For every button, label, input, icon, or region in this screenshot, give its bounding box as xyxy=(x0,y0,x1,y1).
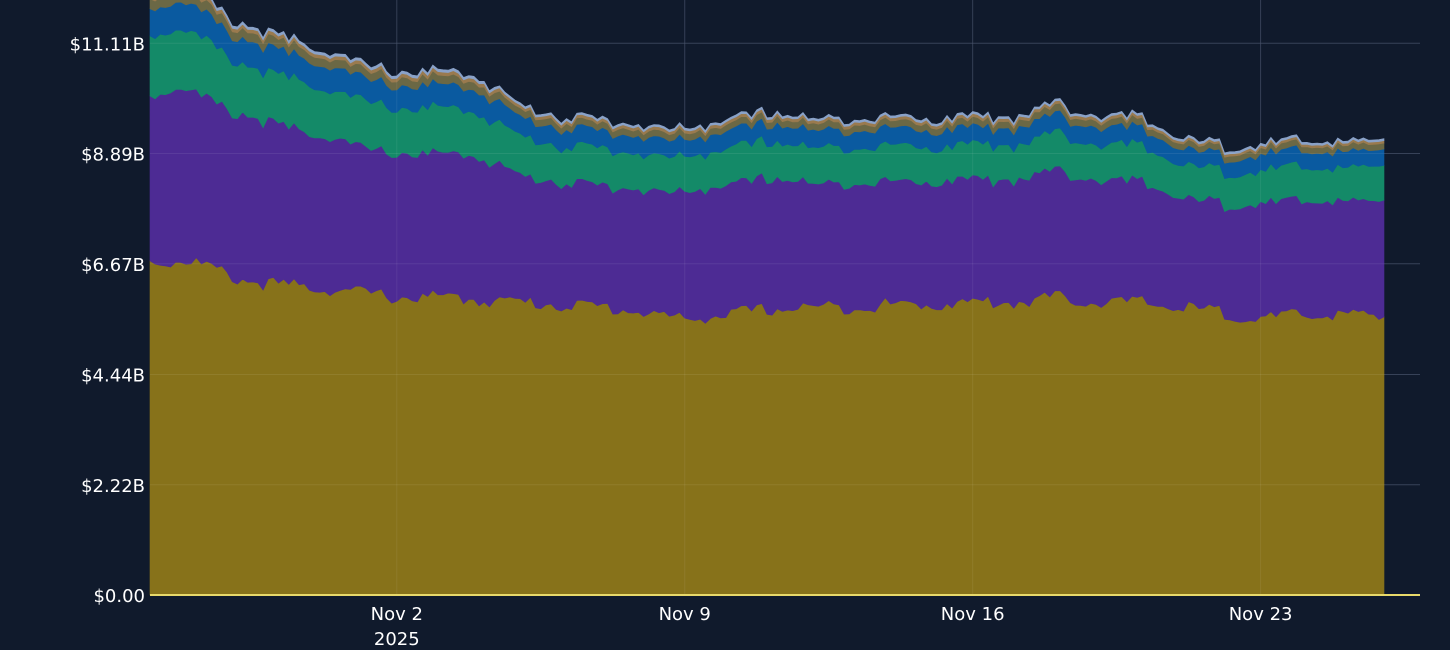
x-tick-label: Nov 23 xyxy=(1229,604,1293,625)
x-tick-label: Nov 9 xyxy=(659,604,711,625)
y-tick-label: $6.67B xyxy=(81,255,145,276)
x-axis: Nov 2 2025 Nov 9 Nov 16 Nov 23 xyxy=(371,604,1293,650)
y-tick-label: $8.89B xyxy=(81,145,145,166)
y-tick-label: $2.22B xyxy=(81,476,145,497)
y-tick-label: $11.11B xyxy=(70,34,145,55)
area-series-group xyxy=(149,0,1385,596)
area-series-7 xyxy=(210,0,1385,156)
x-tick-sublabel: 2025 xyxy=(374,629,420,650)
gridlines-overlay xyxy=(150,0,1420,595)
x-tick-label: Nov 2 xyxy=(371,604,423,625)
x-tick-label: Nov 16 xyxy=(941,604,1005,625)
y-tick-label: $4.44B xyxy=(81,366,145,387)
y-tick-label: $0.00 xyxy=(93,586,145,607)
y-axis: $0.00 $2.22B $4.44B $6.67B $8.89B $11.11B xyxy=(70,34,145,607)
